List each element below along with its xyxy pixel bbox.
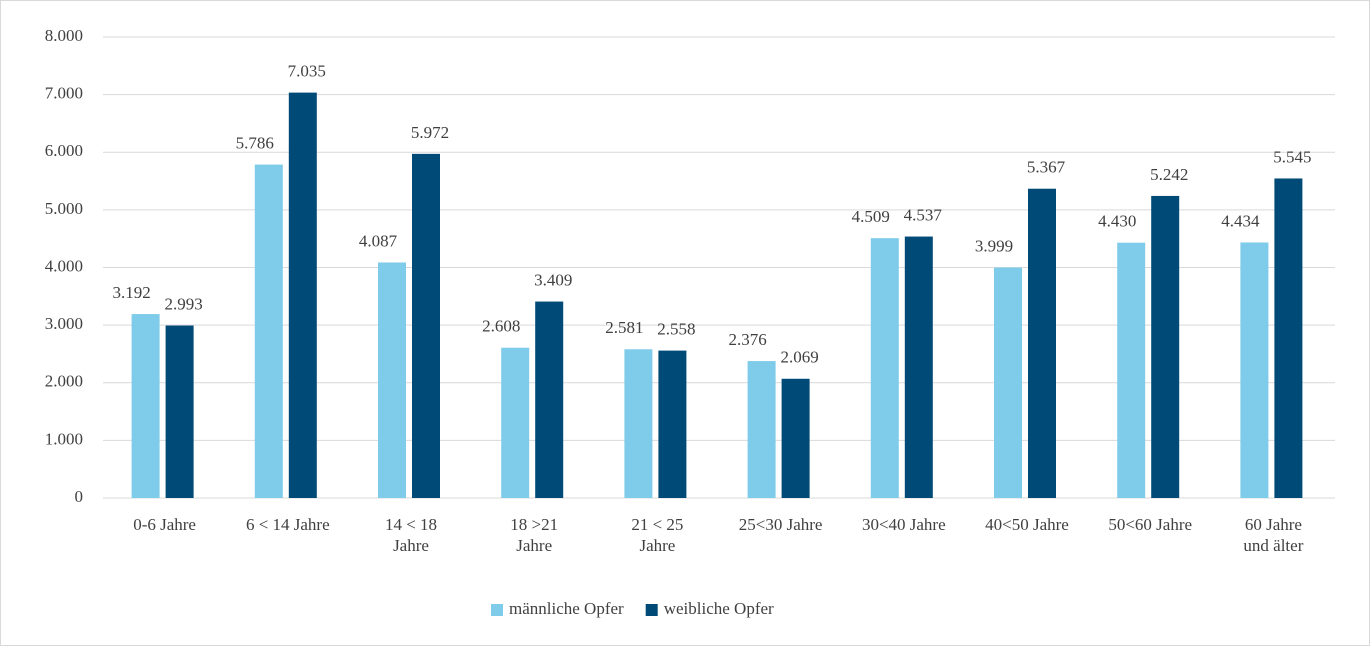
y-tick-label: 1.000 (45, 429, 83, 448)
x-tick-label: 18 >21 Jahre (510, 515, 559, 555)
bar (994, 267, 1022, 498)
legend-swatch (645, 604, 658, 616)
bar (1117, 242, 1146, 498)
data-label: 5.242 (1150, 165, 1188, 184)
legend-swatch (491, 604, 503, 616)
data-label: 3.409 (534, 270, 572, 289)
y-tick-label: 3.000 (45, 314, 83, 333)
legend-label: männliche Opfer (509, 599, 624, 618)
x-tick-label: 30<40 Jahre (861, 515, 946, 534)
bar (165, 325, 194, 498)
x-tick-label: 40<50 Jahre (985, 515, 1069, 534)
x-tick-label: 14 < 18 Jahre (384, 515, 438, 555)
bar (254, 164, 283, 498)
data-label: 2.376 (728, 330, 766, 349)
y-tick-label: 0 (75, 487, 84, 506)
data-label: 4.537 (904, 205, 943, 224)
data-label: 5.786 (236, 133, 274, 152)
bar (501, 347, 530, 498)
y-tick-label: 5.000 (45, 199, 83, 218)
data-label: 5.367 (1027, 158, 1066, 177)
data-label: 5.972 (411, 123, 449, 142)
y-tick-label: 8.000 (45, 26, 83, 45)
data-label: 7.035 (288, 62, 326, 81)
data-label: 3.999 (975, 236, 1013, 255)
data-label: 2.993 (164, 294, 202, 313)
x-tick-label: 50<60 Jahre (1108, 515, 1193, 534)
x-tick-label: 25<30 Jahre (738, 515, 823, 534)
bar (412, 153, 440, 498)
bar (1240, 242, 1269, 498)
bar (781, 378, 810, 498)
bar (1274, 178, 1303, 499)
data-label: 4.434 (1221, 211, 1260, 230)
data-label: 2.608 (482, 317, 520, 336)
x-tick-label: 6 < 14 Jahre (245, 515, 330, 534)
data-label: 4.509 (852, 207, 890, 226)
bar (1151, 195, 1180, 498)
bar (904, 236, 933, 499)
data-label: 5.545 (1273, 147, 1311, 166)
y-tick-label: 2.000 (45, 372, 83, 391)
bar (658, 350, 687, 498)
x-tick-label: 0-6 Jahre (133, 515, 196, 534)
bar (535, 301, 564, 498)
bar (288, 92, 317, 498)
x-tick-label: 60 Jahre und älter (1243, 515, 1304, 555)
bar (870, 238, 899, 498)
y-tick-label: 7.000 (45, 84, 83, 103)
y-tick-label: 4.000 (45, 256, 83, 275)
data-label: 2.558 (657, 320, 695, 339)
legend-label: weibliche Opfer (664, 599, 774, 618)
data-label: 2.069 (780, 348, 818, 367)
data-label: 4.087 (359, 231, 398, 250)
bar (131, 314, 160, 498)
bar (747, 361, 776, 498)
bar (1028, 188, 1056, 498)
data-label: 2.581 (605, 318, 643, 337)
bar (378, 262, 406, 498)
bar (624, 349, 653, 498)
x-tick-label: 21 < 25 Jahre (631, 515, 684, 555)
y-tick-label: 6.000 (45, 141, 83, 160)
data-label: 3.192 (112, 283, 150, 302)
data-label: 4.430 (1098, 212, 1136, 231)
